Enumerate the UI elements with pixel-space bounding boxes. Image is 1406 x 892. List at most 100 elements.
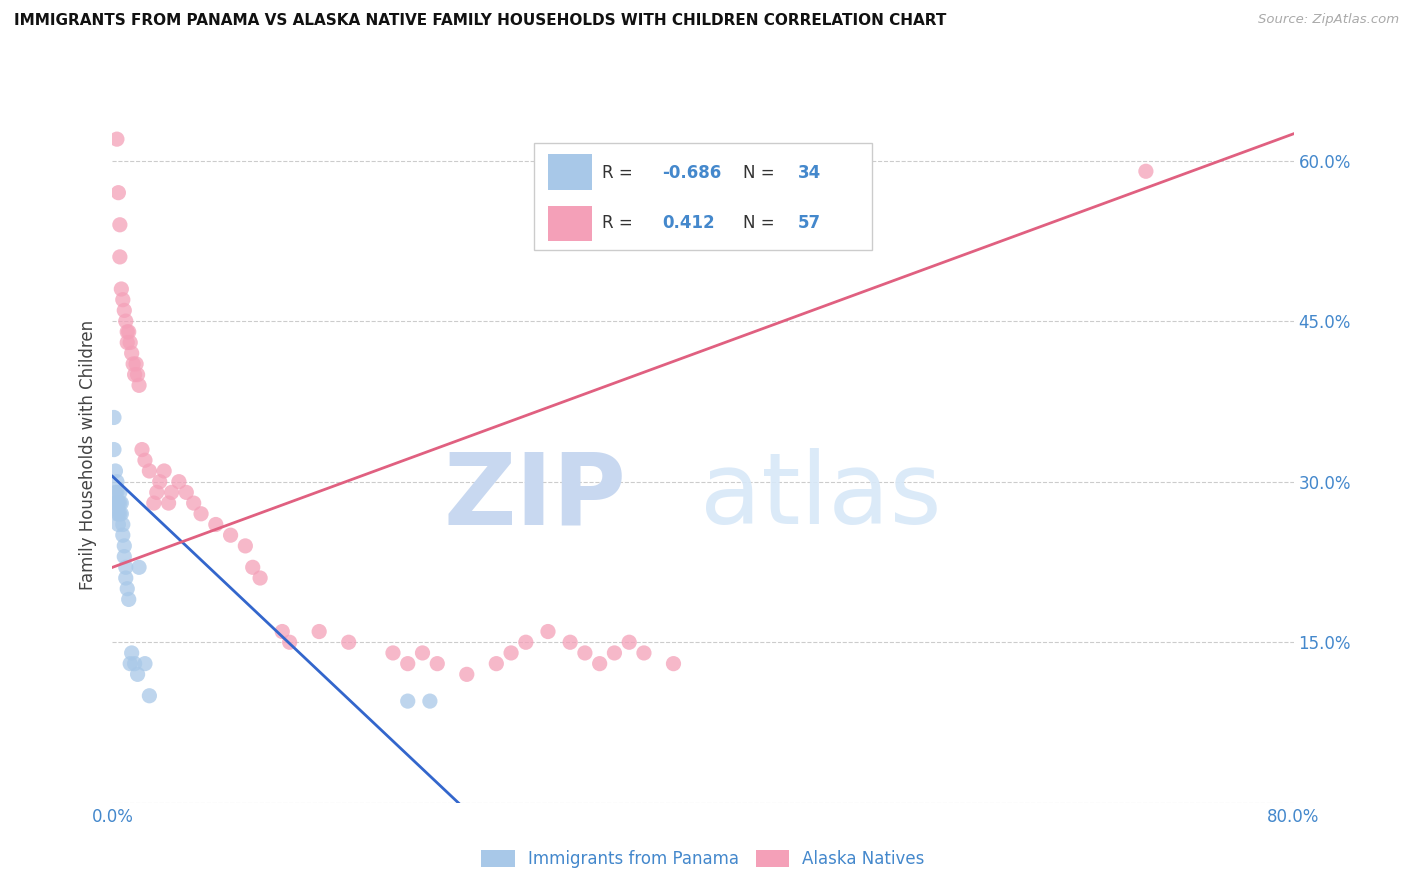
Legend: Immigrants from Panama, Alaska Natives: Immigrants from Panama, Alaska Natives bbox=[475, 843, 931, 874]
Point bbox=[121, 646, 143, 660]
Point bbox=[104, 464, 127, 478]
Point bbox=[111, 517, 134, 532]
Point bbox=[271, 624, 294, 639]
Point bbox=[382, 646, 405, 660]
Point bbox=[127, 368, 149, 382]
Point bbox=[157, 496, 180, 510]
Point bbox=[588, 657, 610, 671]
Point bbox=[105, 496, 128, 510]
Text: 57: 57 bbox=[797, 214, 821, 232]
Text: R =: R = bbox=[602, 164, 633, 182]
Point bbox=[127, 667, 149, 681]
Point bbox=[107, 517, 129, 532]
Point bbox=[108, 507, 131, 521]
Text: N =: N = bbox=[744, 214, 775, 232]
Point bbox=[120, 657, 142, 671]
Point bbox=[124, 657, 146, 671]
Point bbox=[146, 485, 169, 500]
Point bbox=[501, 646, 523, 660]
Point bbox=[105, 507, 128, 521]
Point bbox=[419, 694, 441, 708]
Point bbox=[105, 475, 128, 489]
Point bbox=[662, 657, 685, 671]
Point bbox=[107, 507, 129, 521]
Point bbox=[619, 635, 641, 649]
Point bbox=[183, 496, 205, 510]
Point bbox=[160, 485, 183, 500]
Point bbox=[122, 357, 145, 371]
Point bbox=[190, 507, 212, 521]
Point bbox=[337, 635, 360, 649]
Point bbox=[111, 528, 134, 542]
Point bbox=[110, 496, 132, 510]
Point bbox=[249, 571, 271, 585]
Point bbox=[128, 378, 150, 392]
Point bbox=[117, 325, 138, 339]
Point bbox=[108, 250, 131, 264]
Point bbox=[205, 517, 228, 532]
Point bbox=[114, 314, 136, 328]
Point bbox=[125, 357, 148, 371]
Point bbox=[121, 346, 143, 360]
Point bbox=[105, 485, 128, 500]
Point bbox=[108, 496, 131, 510]
Text: ZIP: ZIP bbox=[443, 448, 626, 545]
Point bbox=[633, 646, 655, 660]
Point bbox=[219, 528, 242, 542]
Text: -0.686: -0.686 bbox=[662, 164, 721, 182]
Point bbox=[515, 635, 537, 649]
FancyBboxPatch shape bbox=[548, 154, 592, 190]
Point bbox=[134, 657, 156, 671]
Text: Source: ZipAtlas.com: Source: ZipAtlas.com bbox=[1258, 13, 1399, 27]
Point bbox=[485, 657, 508, 671]
Point bbox=[111, 293, 134, 307]
Point bbox=[142, 496, 165, 510]
Text: R =: R = bbox=[602, 214, 633, 232]
Point bbox=[1135, 164, 1157, 178]
Point bbox=[108, 218, 131, 232]
Point bbox=[110, 282, 132, 296]
Point bbox=[131, 442, 153, 457]
Point bbox=[103, 410, 125, 425]
Point bbox=[104, 485, 127, 500]
Point bbox=[117, 582, 138, 596]
Point bbox=[118, 325, 141, 339]
Point bbox=[138, 464, 160, 478]
Y-axis label: Family Households with Children: Family Households with Children bbox=[79, 320, 97, 590]
Text: atlas: atlas bbox=[700, 448, 942, 545]
Point bbox=[242, 560, 264, 574]
FancyBboxPatch shape bbox=[534, 143, 872, 250]
Text: N =: N = bbox=[744, 164, 775, 182]
Point bbox=[114, 560, 136, 574]
Point bbox=[396, 657, 419, 671]
Point bbox=[426, 657, 449, 671]
Point bbox=[537, 624, 560, 639]
Point bbox=[112, 303, 135, 318]
Point bbox=[128, 560, 150, 574]
Point bbox=[120, 335, 142, 350]
Point bbox=[107, 496, 129, 510]
Point bbox=[138, 689, 160, 703]
Point bbox=[233, 539, 256, 553]
Point bbox=[167, 475, 190, 489]
Text: 34: 34 bbox=[797, 164, 821, 182]
Text: IMMIGRANTS FROM PANAMA VS ALASKA NATIVE FAMILY HOUSEHOLDS WITH CHILDREN CORRELAT: IMMIGRANTS FROM PANAMA VS ALASKA NATIVE … bbox=[14, 13, 946, 29]
Point bbox=[103, 442, 125, 457]
Point bbox=[153, 464, 176, 478]
Text: 0.412: 0.412 bbox=[662, 214, 716, 232]
Point bbox=[118, 592, 141, 607]
Point bbox=[174, 485, 197, 500]
Point bbox=[112, 539, 135, 553]
Point bbox=[108, 485, 131, 500]
Point bbox=[134, 453, 156, 467]
Point bbox=[124, 368, 146, 382]
Point bbox=[308, 624, 330, 639]
Point bbox=[278, 635, 301, 649]
Point bbox=[105, 132, 128, 146]
Point bbox=[411, 646, 433, 660]
Point bbox=[112, 549, 135, 564]
Point bbox=[114, 571, 136, 585]
Point bbox=[396, 694, 419, 708]
Point bbox=[574, 646, 596, 660]
Point bbox=[117, 335, 138, 350]
